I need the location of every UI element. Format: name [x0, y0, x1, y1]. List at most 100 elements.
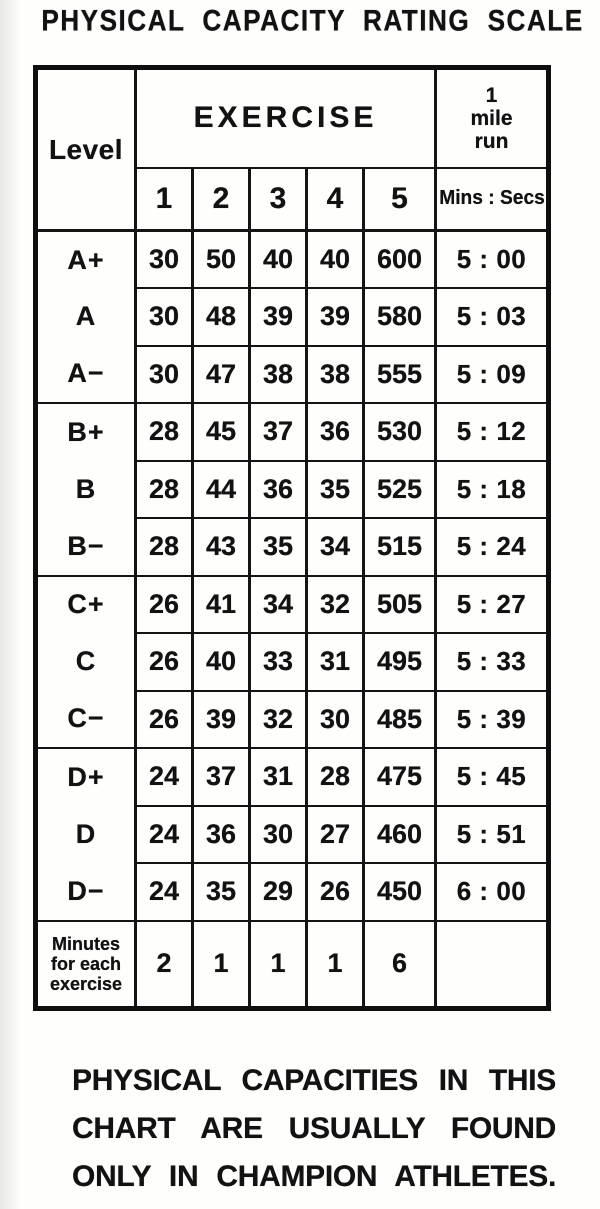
run-time-cell: 5 : 18: [434, 460, 549, 519]
exercise-value-cell: 36: [191, 805, 250, 864]
level-cell: B: [35, 460, 137, 518]
exercise-value-cell: 32: [248, 690, 307, 749]
exercise-col-header-1: 1: [134, 167, 193, 232]
level-cell: B−: [35, 518, 137, 577]
exercise-value-cell: 41: [191, 575, 250, 634]
run-units-header: Mins : Secs: [434, 167, 549, 232]
exercise-value-cell: 35: [191, 863, 250, 922]
exercise-value-cell: 50: [191, 230, 250, 289]
table-row: B+ 28 45 37 36 530 5 : 12: [35, 403, 549, 462]
minutes-value-cell: 6: [362, 920, 436, 1009]
level-cell: D−: [35, 863, 137, 922]
exercise-value-cell: 450: [362, 863, 436, 922]
caption-line1: PHYSICAL CAPACITIES IN THIS: [72, 1064, 556, 1097]
header-row-2: 1 2 3 4 5 Mins : Secs: [36, 167, 549, 232]
scan-edge-artifact: [0, 0, 20, 1209]
exercise-value-cell: 44: [191, 460, 250, 519]
exercise-value-cell: 26: [305, 863, 364, 922]
minutes-label-line3: exercise: [49, 973, 123, 994]
exercise-value-cell: 28: [305, 748, 364, 807]
minutes-value-cell: 1: [191, 920, 250, 1009]
exercise-value-cell: 40: [191, 633, 250, 692]
table-row: A+ 30 50 40 40 600 5 : 00: [35, 230, 549, 289]
exercise-value-cell: 555: [362, 345, 436, 404]
table-body: A+ 30 50 40 40 600 5 : 00 A 30 48 39 39 580 5 : 03 A− 3…: [35, 230, 549, 922]
run-time-cell: 5 : 03: [434, 288, 549, 347]
exercise-value-cell: 24: [134, 805, 193, 864]
run-time-cell: 5 : 27: [434, 575, 549, 634]
exercise-col-header-3: 3: [248, 167, 307, 232]
run-time-cell: 5 : 33: [434, 633, 549, 692]
table-row: B 28 44 36 35 525 5 : 18: [35, 460, 549, 519]
exercise-value-cell: 38: [248, 345, 307, 404]
exercise-value-cell: 495: [362, 633, 436, 692]
exercise-value-cell: 30: [248, 805, 307, 864]
exercise-value-cell: 24: [134, 863, 193, 922]
header-row-1: Level EXERCISE 1 mile run: [35, 67, 549, 232]
exercise-value-cell: 460: [362, 805, 436, 864]
run-units-text: Mins : Secs: [439, 187, 545, 210]
exercise-value-cell: 36: [248, 460, 307, 519]
run-time-cell: 5 : 12: [434, 403, 549, 462]
exercise-value-cell: 33: [248, 633, 307, 692]
exercise-value-cell: 32: [305, 575, 364, 634]
minutes-run-cell-empty: [434, 920, 549, 1009]
exercise-value-cell: 600: [362, 230, 436, 289]
rating-table: Level EXERCISE 1 mile run 1 2 3 4 5 Mins…: [33, 65, 551, 1011]
exercise-value-cell: 30: [305, 690, 364, 749]
table-row: D+ 24 37 31 28 475 5 : 45: [35, 748, 549, 807]
exercise-value-cell: 26: [134, 633, 193, 692]
run-time-cell: 5 : 00: [434, 230, 549, 289]
exercise-value-cell: 29: [248, 863, 307, 922]
level-cell: B+: [35, 403, 137, 461]
exercise-value-cell: 475: [362, 748, 436, 807]
mile-run-header-line1: 1: [485, 83, 498, 107]
run-time-cell: 5 : 45: [434, 748, 549, 807]
exercise-col-header-5: 5: [362, 167, 436, 232]
exercise-value-cell: 38: [305, 345, 364, 404]
page-title-text: PHYSICAL CAPACITY RATING SCALE: [41, 4, 584, 38]
level-cell: A−: [35, 345, 137, 404]
exercise-value-cell: 580: [362, 288, 436, 347]
exercise-value-cell: 30: [134, 288, 193, 347]
exercise-value-cell: 525: [362, 460, 436, 519]
level-column-header: Level: [35, 67, 137, 232]
exercise-value-cell: 37: [191, 748, 250, 807]
minutes-value-cell: 1: [248, 920, 307, 1009]
level-cell: A+: [35, 230, 137, 288]
exercise-value-cell: 40: [248, 230, 307, 289]
table-row: D− 24 35 29 26 450 6 : 00: [35, 863, 549, 922]
level-cell: C: [35, 633, 137, 691]
exercise-value-cell: 27: [305, 805, 364, 864]
run-time-cell: 5 : 39: [434, 690, 549, 749]
minutes-label-line1: Minutes: [51, 933, 120, 954]
exercise-value-cell: 28: [134, 518, 193, 577]
exercise-value-cell: 39: [305, 288, 364, 347]
exercise-group-header: EXERCISE: [134, 67, 436, 169]
exercise-value-cell: 35: [305, 460, 364, 519]
run-time-cell: 6 : 00: [434, 863, 549, 922]
mile-run-header-line3: run: [474, 129, 509, 153]
exercise-value-cell: 28: [134, 460, 193, 519]
caption: PHYSICAL CAPACITIES IN THIS CHART ARE US…: [72, 1057, 556, 1201]
exercise-value-cell: 26: [134, 690, 193, 749]
exercise-value-cell: 485: [362, 690, 436, 749]
exercise-value-cell: 30: [134, 345, 193, 404]
exercise-value-cell: 37: [248, 403, 307, 462]
minutes-row: Minutes for each exercise 2 1 1 1 6: [35, 920, 549, 1009]
exercise-value-cell: 43: [191, 518, 250, 577]
exercise-value-cell: 31: [305, 633, 364, 692]
exercise-value-cell: 26: [134, 575, 193, 634]
level-cell: D+: [35, 748, 137, 806]
table-row: C 26 40 33 31 495 5 : 33: [35, 633, 549, 692]
minutes-label-cell: Minutes for each exercise: [35, 920, 137, 1009]
exercise-value-cell: 30: [134, 230, 193, 289]
level-cell: D: [35, 805, 137, 863]
table-row: C+ 26 41 34 32 505 5 : 27: [35, 575, 549, 634]
exercise-value-cell: 48: [191, 288, 250, 347]
table-header: Level EXERCISE 1 mile run 1 2 3 4 5 Mins…: [35, 67, 549, 232]
exercise-value-cell: 34: [248, 575, 307, 634]
table-row: A− 30 47 38 38 555 5 : 09: [35, 345, 549, 404]
level-cell: C+: [35, 575, 137, 633]
exercise-value-cell: 24: [134, 748, 193, 807]
